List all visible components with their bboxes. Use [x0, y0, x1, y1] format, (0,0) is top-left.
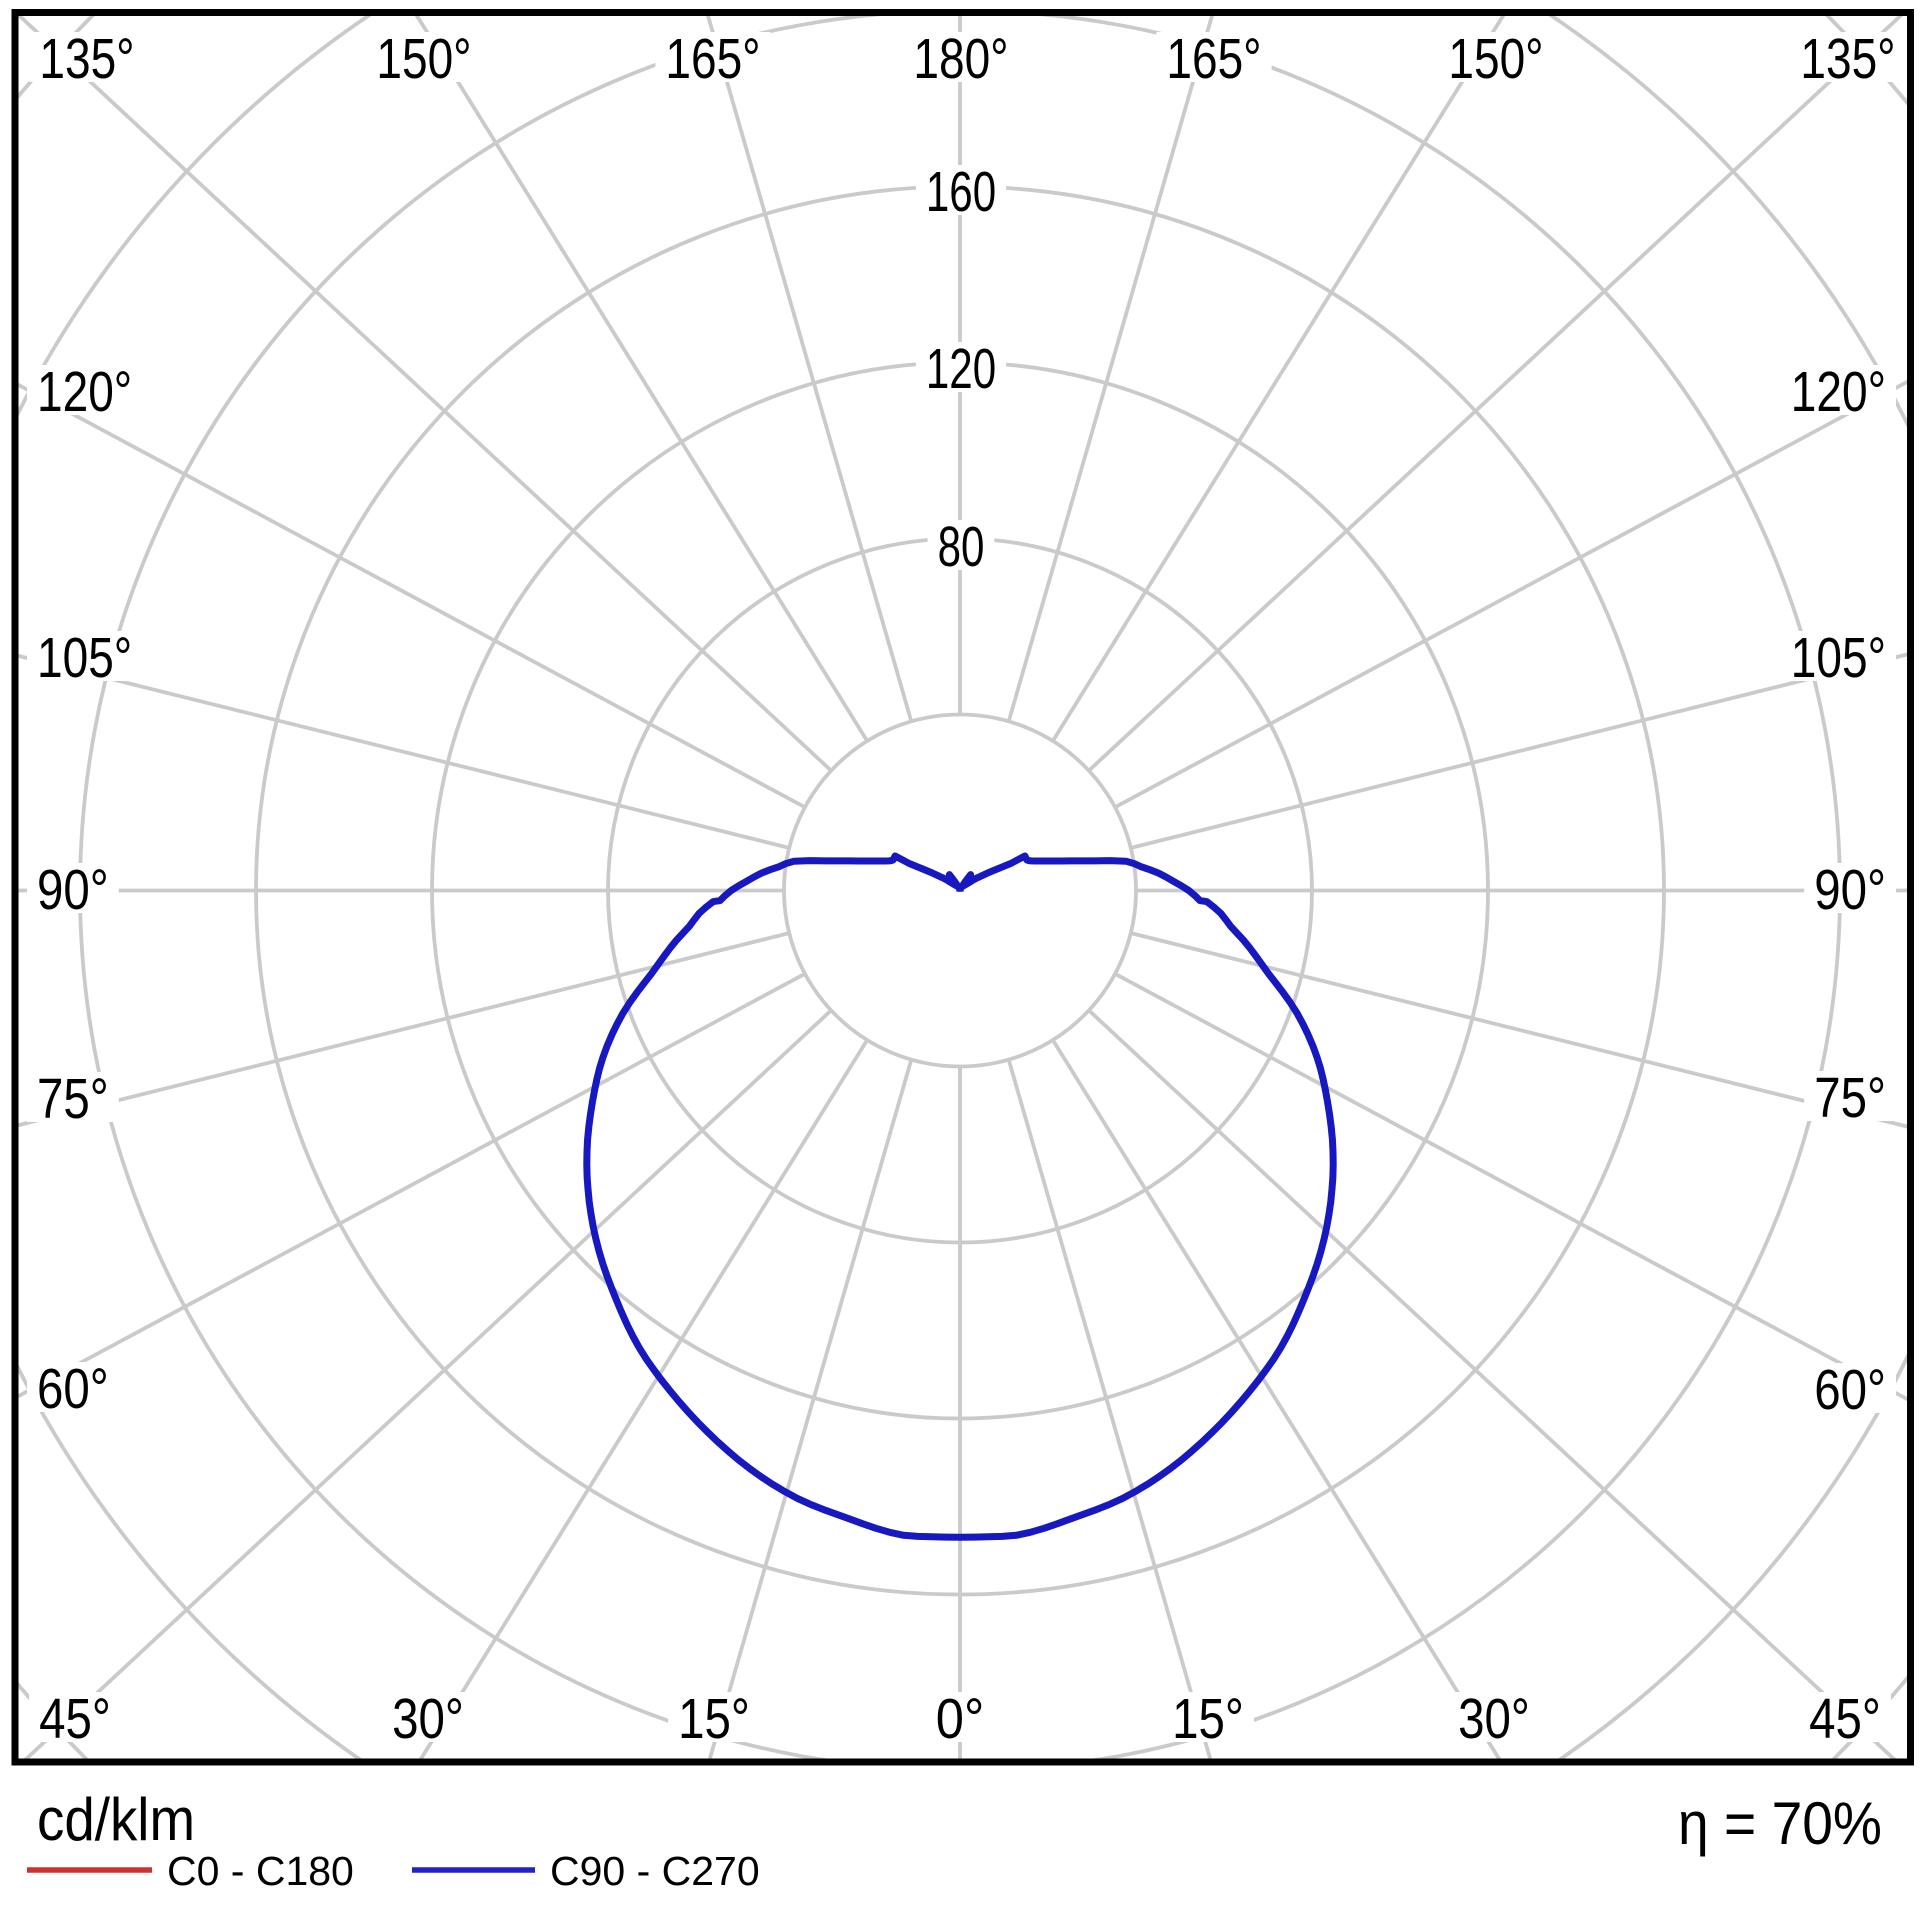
svg-text:30°: 30°: [1458, 1687, 1530, 1751]
svg-text:15°: 15°: [1172, 1687, 1244, 1751]
svg-text:150°: 150°: [376, 27, 471, 91]
svg-text:160: 160: [926, 160, 996, 224]
svg-text:165°: 165°: [665, 27, 760, 91]
svg-text:135°: 135°: [1800, 27, 1895, 91]
svg-text:150°: 150°: [1448, 27, 1543, 91]
svg-text:75°: 75°: [37, 1067, 109, 1131]
svg-text:C90 - C270: C90 - C270: [550, 1848, 760, 1894]
svg-text:cd/klm: cd/klm: [37, 1786, 195, 1853]
svg-text:15°: 15°: [678, 1687, 750, 1751]
svg-text:90°: 90°: [1814, 858, 1886, 922]
svg-text:80: 80: [938, 515, 985, 579]
svg-text:45°: 45°: [1809, 1687, 1881, 1751]
svg-text:30°: 30°: [392, 1687, 464, 1751]
svg-text:105°: 105°: [37, 626, 132, 690]
svg-text:120: 120: [926, 337, 996, 401]
svg-text:0°: 0°: [936, 1687, 984, 1751]
svg-text:C0 - C180: C0 - C180: [167, 1848, 354, 1894]
svg-text:45°: 45°: [39, 1687, 111, 1751]
svg-text:120°: 120°: [37, 360, 132, 424]
svg-text:90°: 90°: [37, 858, 109, 922]
svg-text:60°: 60°: [37, 1357, 109, 1421]
svg-text:60°: 60°: [1814, 1358, 1886, 1422]
svg-text:η = 70%: η = 70%: [1678, 1790, 1882, 1857]
svg-text:135°: 135°: [39, 27, 134, 91]
svg-text:105°: 105°: [1791, 626, 1886, 690]
svg-text:75°: 75°: [1814, 1066, 1886, 1130]
svg-text:180°: 180°: [913, 27, 1008, 91]
svg-text:165°: 165°: [1166, 27, 1261, 91]
svg-text:120°: 120°: [1791, 360, 1886, 424]
